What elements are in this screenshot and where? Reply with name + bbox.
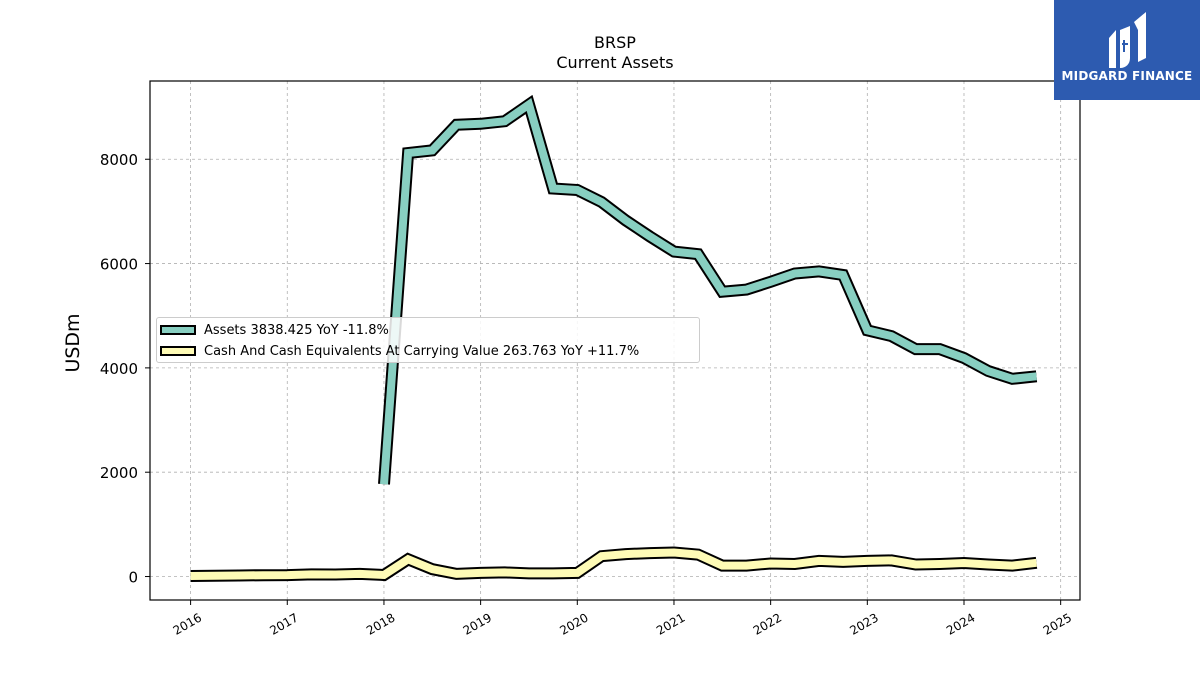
assets-line	[380, 98, 1037, 485]
x-tick-label: 2021	[654, 610, 687, 637]
x-tick-label: 2017	[267, 610, 300, 637]
assets-line-outline	[378, 94, 1038, 485]
y-tick-label: 8000	[100, 151, 138, 169]
legend-item-cash: Cash And Cash Equivalents At Carrying Va…	[160, 342, 639, 360]
y-tick-label: 0	[128, 569, 138, 587]
series-lines	[190, 94, 1038, 582]
y-tick-label: 6000	[100, 256, 138, 274]
chart-title: BRSP	[594, 33, 636, 52]
brand-name: MIDGARD FINANCE	[1061, 69, 1193, 83]
brand-mark-icon	[1109, 12, 1146, 68]
y-tick-label: 2000	[100, 464, 138, 482]
legend-label-cash: Cash And Cash Equivalents At Carrying Va…	[204, 343, 640, 359]
x-tick-label: 2025	[1041, 610, 1074, 637]
legend-swatch-assets	[160, 325, 196, 335]
legend: Assets 3838.425 YoY -11.8% Cash And Cash…	[156, 317, 700, 363]
plot-frame	[149, 80, 1081, 601]
y-axis-label: USDm	[62, 313, 84, 373]
x-tick-label: 2023	[847, 610, 880, 637]
x-tick-label: 2016	[171, 610, 204, 637]
legend-item-assets: Assets 3838.425 YoY -11.8%	[160, 321, 389, 339]
chart-subtitle: Current Assets	[556, 53, 674, 72]
legend-label-assets: Assets 3838.425 YoY -11.8%	[204, 322, 389, 338]
x-tick-label: 2020	[557, 610, 590, 637]
brand-logo: MIDGARD FINANCE	[1054, 0, 1200, 100]
x-tick-label: 2022	[751, 610, 784, 637]
y-tick-label: 4000	[100, 360, 138, 378]
x-tick-label: 2024	[944, 610, 977, 637]
x-tick-label: 2019	[461, 610, 494, 637]
x-tick-label: 2018	[364, 610, 397, 637]
legend-swatch-cash	[160, 346, 196, 356]
cash-line	[190, 548, 1037, 580]
